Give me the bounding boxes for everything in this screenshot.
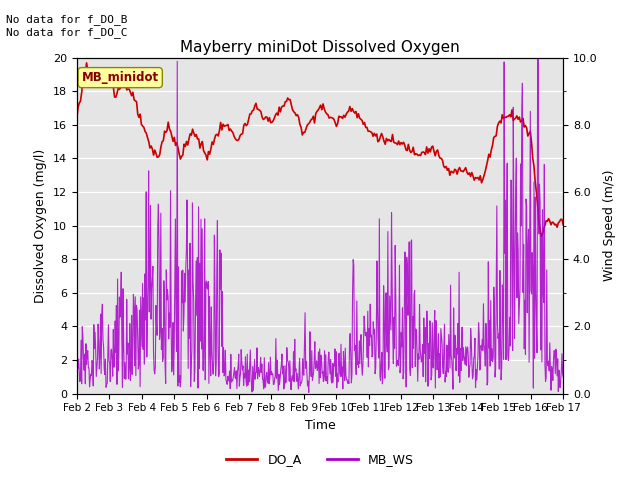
X-axis label: Time: Time — [305, 419, 335, 432]
Legend: DO_A, MB_WS: DO_A, MB_WS — [221, 448, 419, 471]
Text: MB_minidot: MB_minidot — [82, 71, 159, 84]
Text: No data for f_DO_B
No data for f_DO_C: No data for f_DO_B No data for f_DO_C — [6, 14, 128, 38]
Y-axis label: Dissolved Oxygen (mg/l): Dissolved Oxygen (mg/l) — [35, 148, 47, 303]
Title: Mayberry miniDot Dissolved Oxygen: Mayberry miniDot Dissolved Oxygen — [180, 40, 460, 55]
Y-axis label: Wind Speed (m/s): Wind Speed (m/s) — [603, 170, 616, 281]
